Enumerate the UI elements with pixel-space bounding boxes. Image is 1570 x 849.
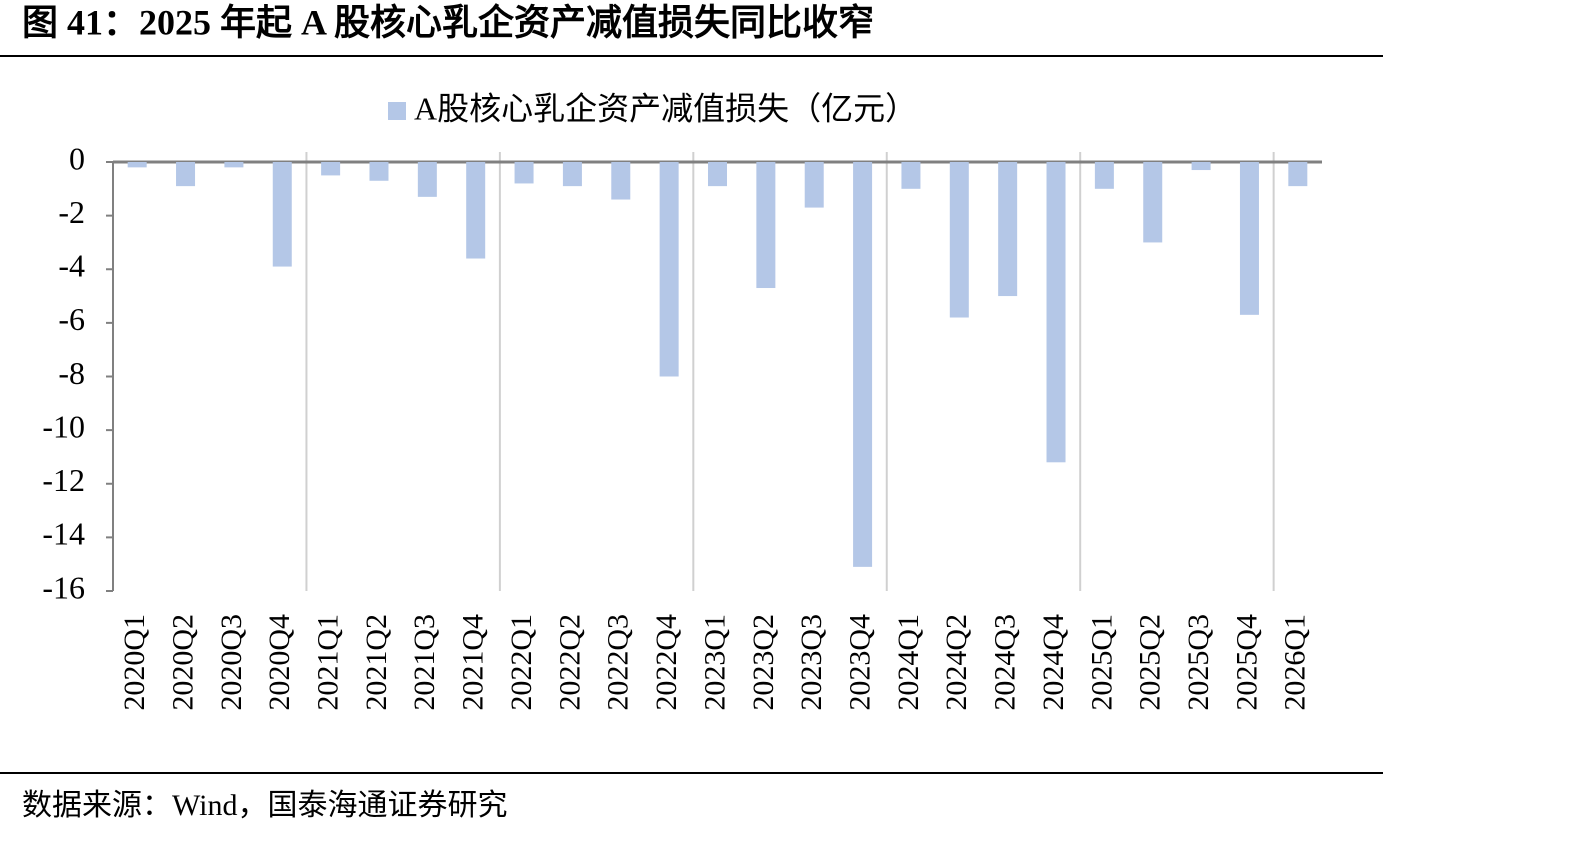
- bar: [127, 162, 147, 168]
- bar: [224, 162, 244, 168]
- x-tick-label: 2023Q3: [795, 614, 828, 711]
- chart-title: 图 41：2025 年起 A 股核心乳企资产减值损失同比收窄: [22, 1, 874, 42]
- x-tick-label: 2023Q4: [843, 614, 876, 711]
- x-tick-label: 2020Q3: [215, 614, 248, 711]
- x-tick-label: 2025Q2: [1134, 614, 1167, 711]
- x-tick-label: 2020Q2: [166, 614, 199, 711]
- x-tick-label: 2024Q2: [940, 614, 973, 711]
- x-tick-label: 2020Q1: [118, 614, 151, 711]
- bar: [1094, 162, 1114, 189]
- bar: [949, 162, 969, 318]
- x-tick-label: 2023Q1: [698, 614, 731, 711]
- x-tick-label: 2024Q4: [1037, 614, 1070, 711]
- x-tick-label: 2021Q2: [360, 614, 393, 711]
- x-tick-label: 2021Q1: [312, 614, 345, 711]
- bar: [1239, 162, 1259, 315]
- x-tick-label: 2022Q2: [553, 614, 586, 711]
- bar: [272, 162, 292, 267]
- y-tick-label: -2: [58, 194, 85, 230]
- bar: [659, 162, 679, 377]
- bar: [466, 162, 486, 259]
- x-tick-label: 2025Q1: [1085, 614, 1118, 711]
- bar: [1191, 162, 1211, 171]
- bar: [176, 162, 196, 187]
- bar: [901, 162, 921, 189]
- x-tick-label: 2025Q3: [1182, 614, 1215, 711]
- y-tick-label: -12: [42, 462, 85, 498]
- y-tick-label: 0: [69, 140, 85, 176]
- bar: [611, 162, 631, 200]
- bar: [321, 162, 341, 176]
- bar: [1143, 162, 1163, 243]
- y-tick-label: -16: [42, 569, 85, 605]
- x-tick-label: 2022Q4: [650, 614, 683, 711]
- x-tick-label: 2021Q4: [457, 614, 490, 711]
- bar: [417, 162, 437, 197]
- y-tick-label: -14: [42, 516, 85, 552]
- bar: [708, 162, 727, 187]
- legend-label: A股核心乳企资产减值损失（亿元）: [414, 90, 917, 126]
- legend-swatch: [388, 102, 406, 120]
- x-tick-label: 2026Q1: [1279, 614, 1312, 711]
- bar: [369, 162, 389, 181]
- x-tick-label: 2022Q1: [505, 614, 538, 711]
- y-tick-label: -10: [42, 408, 85, 444]
- bar: [804, 162, 824, 208]
- x-tick-label: 2025Q4: [1230, 614, 1263, 711]
- bar: [1288, 162, 1308, 187]
- source: 数据来源：Wind，国泰海通证券研究: [22, 789, 507, 822]
- bar: [853, 162, 873, 567]
- y-tick-label: -6: [58, 301, 85, 337]
- x-tick-label: 2021Q3: [408, 614, 441, 711]
- x-tick-label: 2020Q4: [263, 614, 296, 711]
- x-tick-label: 2024Q1: [892, 614, 925, 711]
- y-tick-label: -8: [58, 355, 85, 391]
- x-tick-label: 2023Q2: [747, 614, 780, 711]
- bar: [562, 162, 582, 187]
- x-tick-label: 2022Q3: [602, 614, 635, 711]
- bar: [514, 162, 534, 184]
- bar: [1046, 162, 1066, 463]
- x-tick-label: 2024Q3: [989, 614, 1022, 711]
- bar: [756, 162, 776, 289]
- bar: [998, 162, 1018, 297]
- y-tick-label: -4: [58, 248, 85, 284]
